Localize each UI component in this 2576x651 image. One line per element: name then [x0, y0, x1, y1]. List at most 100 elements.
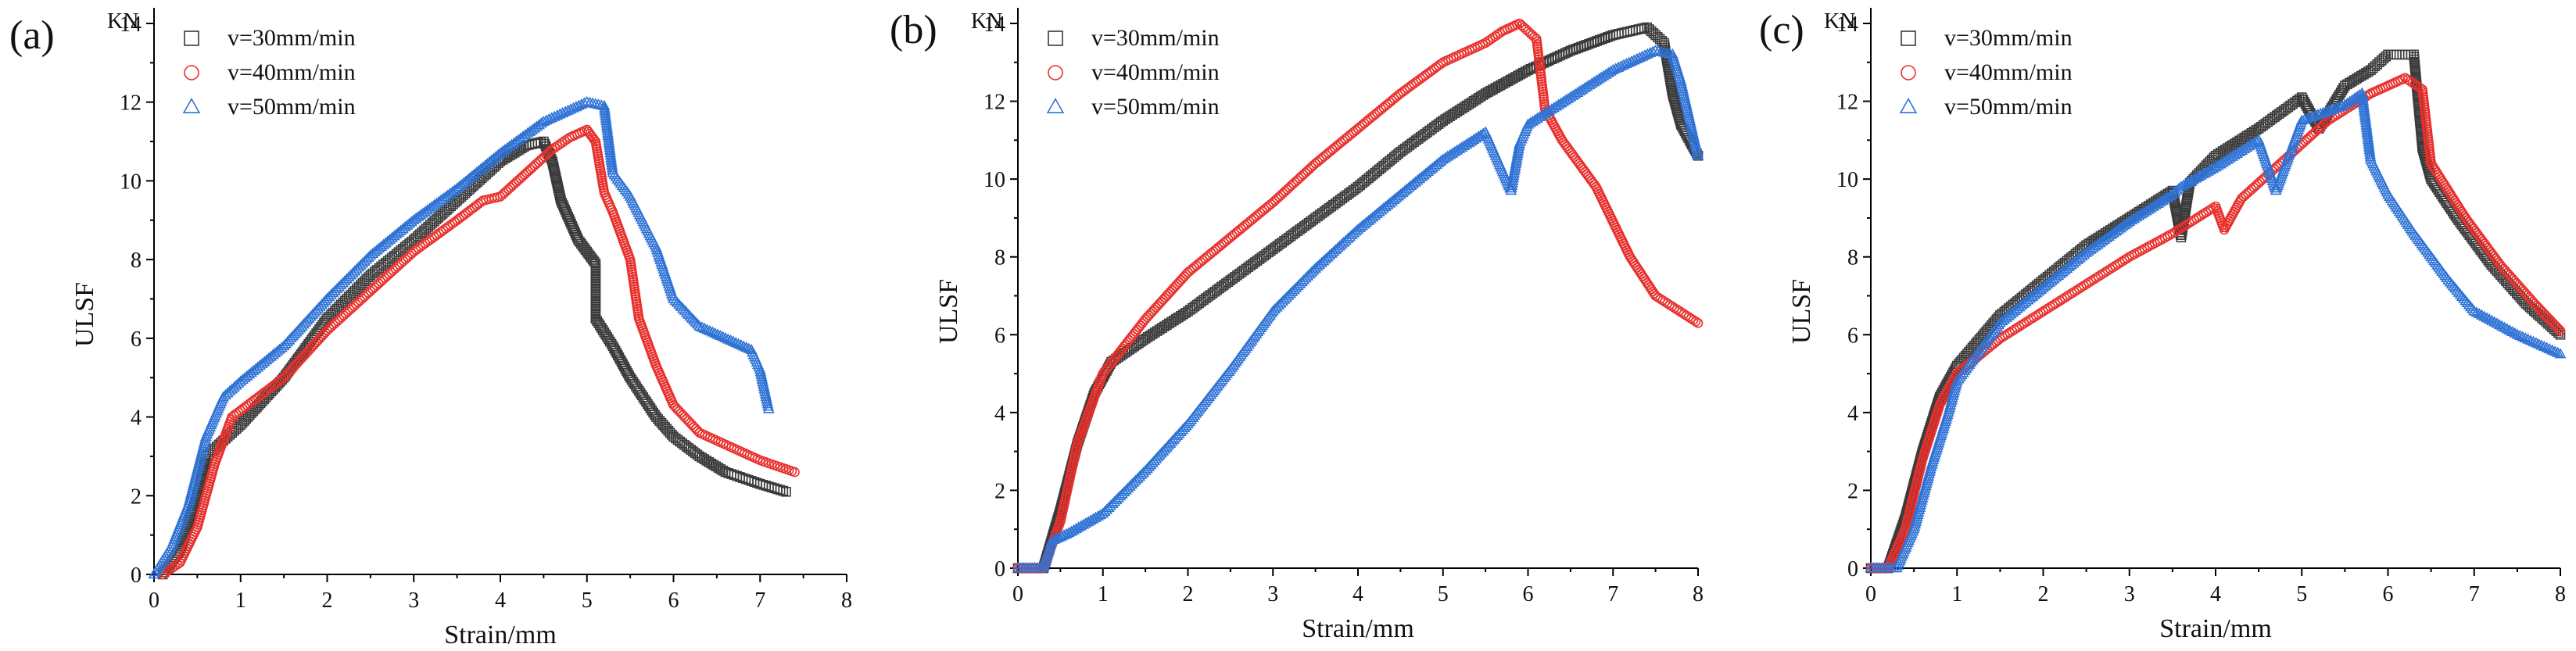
data-point [1510, 152, 1523, 163]
data-point [532, 138, 543, 148]
legend-label-s30: v=30mm/min [228, 25, 356, 51]
data-point [755, 368, 768, 379]
data-point [2394, 49, 2405, 60]
axes [146, 8, 847, 582]
data-point [2083, 245, 2094, 256]
data-point [185, 489, 197, 501]
data-point [519, 128, 532, 140]
data-point [2348, 92, 2361, 103]
data-point [1399, 184, 1411, 195]
data-point [442, 189, 454, 200]
chart-panel-3: v=30mm/min v=40mm/min v=50mm/min [1863, 8, 2567, 576]
data-point [2164, 190, 2177, 201]
data-point [1655, 45, 1668, 56]
data-point [1507, 170, 1520, 181]
data-point [2341, 97, 2353, 108]
data-point [1581, 40, 1592, 50]
data-point [1513, 142, 1524, 153]
data-point [2344, 95, 2356, 106]
data-point [2095, 270, 2106, 281]
data-point [247, 364, 260, 375]
data-point [688, 314, 700, 325]
data-point [1636, 23, 1646, 34]
data-point [2105, 228, 2117, 239]
data-point [1508, 164, 1521, 176]
data-point [1607, 63, 1619, 74]
data-point [1594, 34, 1605, 45]
data-point [379, 237, 392, 248]
data-point [472, 164, 485, 176]
data-point [481, 157, 493, 168]
data-point [451, 182, 464, 193]
data-point [1661, 47, 1673, 58]
legend: v=30mm/min v=40mm/min v=50mm/min [1046, 25, 1220, 120]
data-point [2033, 309, 2044, 320]
data-point [2115, 258, 2125, 268]
data-point [2072, 285, 2082, 295]
data-point [1358, 218, 1370, 229]
data-point [1571, 44, 1581, 54]
data-point [471, 166, 482, 177]
data-point [1573, 42, 1584, 53]
data-point [453, 181, 465, 191]
data-point [193, 455, 206, 466]
data-point [1407, 177, 1420, 188]
data-point [2028, 312, 2039, 323]
data-point [2112, 224, 2124, 234]
data-point [1371, 207, 1383, 218]
data-point [2555, 329, 2566, 340]
data-point [1687, 130, 1700, 141]
data-point [1604, 65, 1617, 76]
data-point [444, 187, 457, 199]
data-point [722, 333, 734, 344]
data-point [2080, 246, 2093, 257]
data-point [1428, 160, 1441, 171]
y-tick-label: 14 [1836, 13, 1858, 37]
data-point [1422, 165, 1435, 177]
data-point [1610, 63, 1622, 73]
data-point [2079, 281, 2089, 291]
y-tick-label: 6 [994, 324, 1005, 348]
data-point [396, 223, 409, 234]
data-point [559, 136, 570, 146]
data-point [1678, 88, 1690, 98]
data-point [410, 212, 422, 223]
data-point [1612, 61, 1625, 72]
data-point [455, 179, 468, 190]
data-point [1996, 315, 2008, 326]
data-point [460, 175, 472, 186]
data-point [462, 173, 474, 184]
data-point [760, 390, 772, 401]
legend-marker-s40 [184, 65, 199, 80]
data-point [2078, 249, 2091, 259]
data-point [1681, 102, 1693, 113]
data-point [1677, 83, 1689, 94]
data-point [1689, 134, 1701, 145]
data-point [2088, 274, 2099, 285]
data-point [2184, 217, 2194, 228]
data-point [2074, 284, 2084, 294]
x-tick-label: 3 [1267, 582, 1278, 606]
data-point [2089, 240, 2101, 251]
data-point [2000, 331, 2010, 341]
data-point [2007, 326, 2017, 336]
data-point [258, 356, 270, 367]
data-point [2100, 266, 2111, 277]
data-point [2413, 81, 2423, 91]
data-point [684, 310, 697, 321]
data-point [2196, 210, 2206, 220]
data-point [584, 96, 596, 107]
data-point [2201, 207, 2212, 218]
data-point [759, 385, 771, 396]
data-point [1685, 120, 1697, 131]
legend-label-s40: v=40mm/min [228, 59, 356, 85]
data-point [1482, 36, 1493, 47]
data-point [1510, 157, 1522, 168]
data-point [475, 163, 487, 173]
data-point [490, 150, 502, 161]
data-point [2119, 255, 2130, 265]
data-point [271, 345, 284, 356]
data-point [1560, 48, 1571, 59]
data-point [1639, 23, 1650, 34]
data-point [256, 357, 268, 368]
